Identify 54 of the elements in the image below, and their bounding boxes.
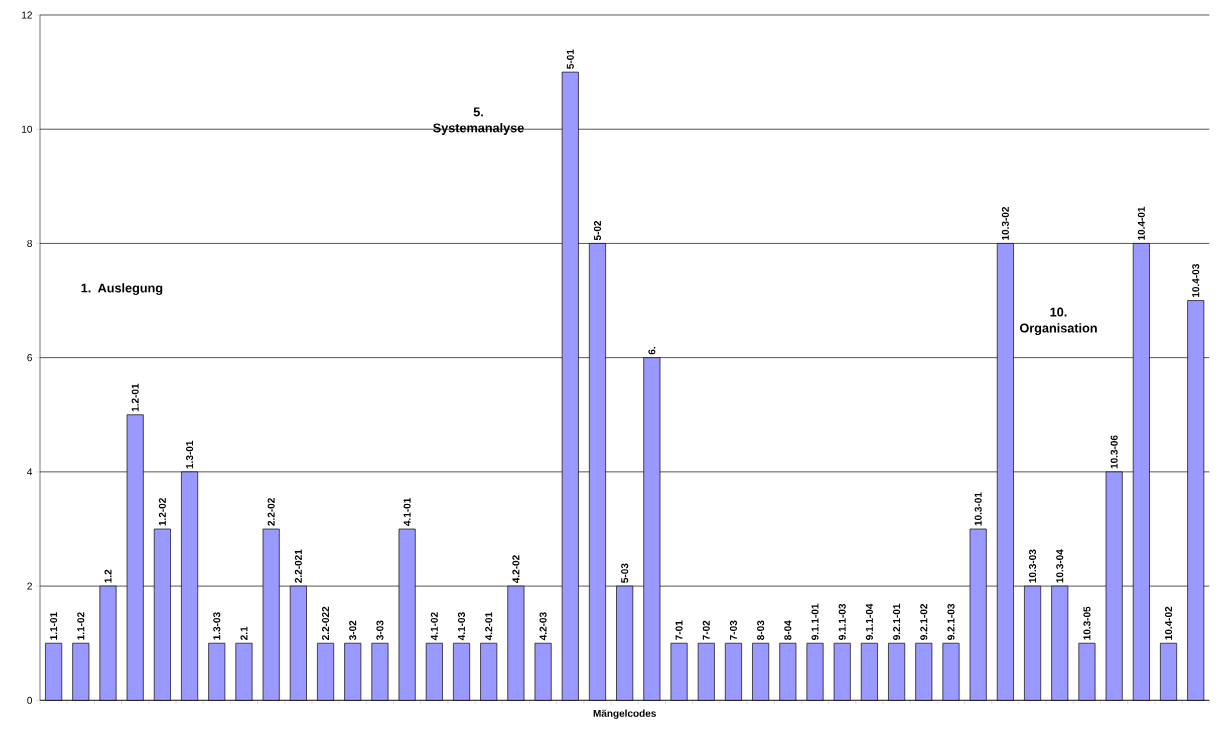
y-tick-label: 4 <box>27 468 33 476</box>
x-tick-label: 7-01 <box>675 620 683 640</box>
x-tick-label: 5-02 <box>593 220 602 241</box>
x-tick-label: 9.2.1-02 <box>920 603 928 640</box>
x-tick-label: 4.2-03 <box>539 612 547 641</box>
x-tick-label: 10.3-03 <box>1029 549 1037 583</box>
x-tick-label: 10.4-03 <box>1192 264 1200 297</box>
x-tick-label: 9.2.1-01 <box>893 603 901 640</box>
x-tick-label: 4.2-01 <box>485 612 493 641</box>
x-tick-label: 4.1-03 <box>457 612 466 641</box>
x-tick-label: 5-03 <box>621 563 629 583</box>
x-tick-label: 9.2.1-03 <box>947 603 955 640</box>
annotation: 1. Auslegung <box>81 283 163 296</box>
annotation: 5. Systemanalyse <box>433 107 524 135</box>
x-tick-label: 7-03 <box>729 620 737 640</box>
x-tick-label: 8-03 <box>757 620 765 640</box>
x-tick-label: 1.1-02 <box>77 612 85 640</box>
x-tick-label: 3-03 <box>376 620 384 641</box>
x-tick-label: 2.2-022 <box>322 606 330 640</box>
y-tick-label: 6 <box>27 354 32 362</box>
x-tick-label: 10.3-02 <box>1001 206 1009 240</box>
x-tick-label: 1.2-01 <box>131 383 139 412</box>
y-tick-label: 8 <box>27 239 32 247</box>
x-tick-label: 1.3-01 <box>186 440 194 469</box>
x-axis-title: Mängelcodes <box>593 709 656 719</box>
x-tick-label: 4.1-01 <box>403 497 411 526</box>
x-tick-label: 7-02 <box>702 620 710 640</box>
x-tick-label: 10.3-04 <box>1056 549 1064 583</box>
y-tick-label: 0 <box>27 696 33 704</box>
x-tick-label: 1.3-03 <box>213 612 221 640</box>
x-tick-label: 2.1 <box>240 626 248 640</box>
x-tick-label: 5-01 <box>566 49 574 69</box>
x-tick-label: 9.1.1-04 <box>865 603 873 640</box>
x-tick-label: 10.4-01 <box>1137 206 1145 240</box>
x-tick-label: 1.1-01 <box>50 612 58 640</box>
y-tick-label: 10 <box>22 125 33 133</box>
x-tick-label: 10.3-06 <box>1110 435 1118 469</box>
y-tick-label: 2 <box>27 582 32 590</box>
x-tick-label: 9.1.1-01 <box>811 603 819 640</box>
x-tick-label: 10.3-05 <box>1083 606 1091 640</box>
x-tick-label: 2.2-02 <box>267 498 275 526</box>
annotation: 10. Organisation <box>1019 307 1097 336</box>
x-tick-label: 1.2 <box>104 569 112 583</box>
x-tick-label: 4.1-02 <box>430 612 438 641</box>
x-tick-label: 3-02 <box>349 620 357 641</box>
y-tick-label: 12 <box>22 11 32 19</box>
x-tick-label: 2.2-021 <box>294 549 302 583</box>
x-tick-label: 6. <box>648 347 656 355</box>
x-tick-label: 10.3-01 <box>974 492 982 526</box>
x-tick-label: 4.2-02 <box>512 555 520 584</box>
x-tick-label: 1.2-02 <box>158 498 166 526</box>
x-tick-label: 8-04 <box>784 620 792 640</box>
x-tick-label: 9.1.1-03 <box>838 603 846 640</box>
x-tick-label: 10.4-02 <box>1164 606 1173 640</box>
